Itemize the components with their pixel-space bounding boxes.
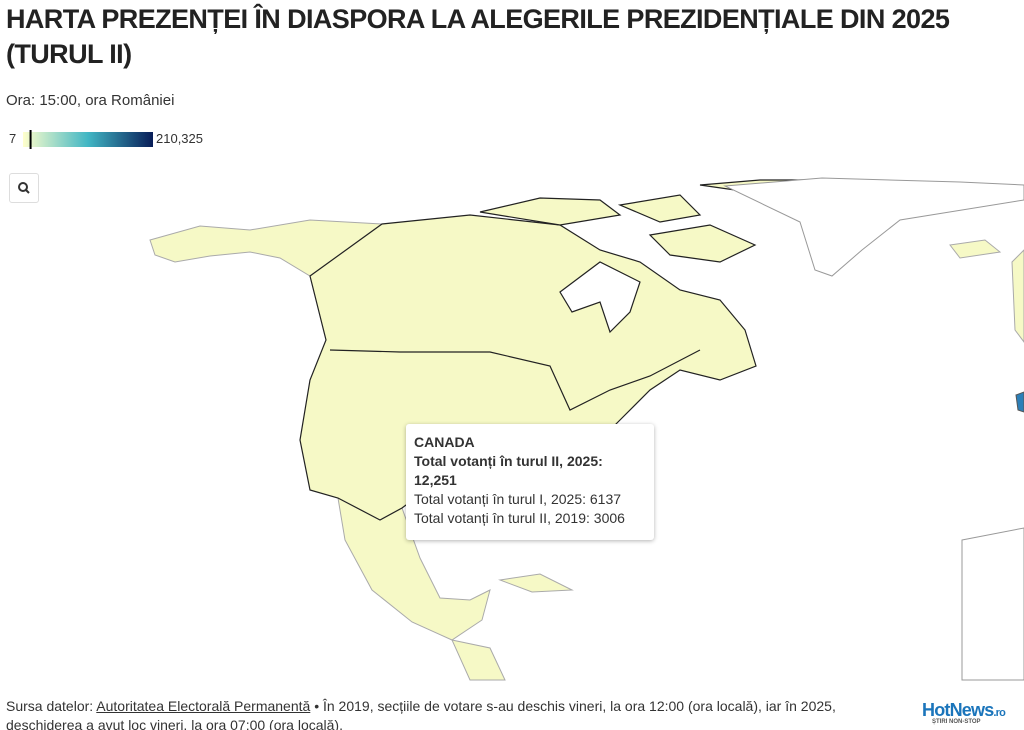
tooltip-line: Total votanți în turul II, 2019: 3006 <box>414 509 646 528</box>
arctic-island <box>648 224 757 263</box>
logo-name: HotNews <box>922 700 994 720</box>
greenland <box>723 177 1024 277</box>
arctic-island <box>479 197 622 226</box>
cuba <box>498 573 574 593</box>
logo[interactable]: HotNews.ro ȘTIRI NON-STOP <box>922 700 1006 725</box>
title: HARTA PREZENȚEI ÎN DIASPORA LA ALEGERILE… <box>6 4 950 69</box>
tooltip-highlight: Total votanți în turul II, 2025: 12,251 <box>414 452 646 490</box>
legend-min: 7 <box>9 131 17 146</box>
label: Total votanți în turul II, 2025: <box>414 453 603 469</box>
footer: Sursa datelor: Autoritatea Electorală Pe… <box>6 697 886 730</box>
tooltip-country: CANADA <box>414 434 475 450</box>
iceland <box>949 239 1002 259</box>
source-label: Sursa datelor: <box>6 698 94 714</box>
legend-bar <box>23 132 153 147</box>
africa <box>961 527 1024 681</box>
subtitle: Ora: 15:00, ora României <box>6 92 175 109</box>
tooltip-line: Total votanți în turul I, 2025: 6137 <box>414 490 646 509</box>
logo-tagline: ȘTIRI NON-STOP <box>932 719 981 725</box>
portugal <box>1015 391 1024 413</box>
search-button[interactable] <box>9 173 39 203</box>
legend-max: 210,325 <box>156 131 203 146</box>
search-icon <box>18 182 30 194</box>
central-america <box>451 639 506 681</box>
value: 12,251 <box>414 472 457 488</box>
value: 3006 <box>593 510 625 526</box>
alaska <box>149 219 384 277</box>
value: 6137 <box>589 491 622 507</box>
hudson-bay <box>559 261 641 334</box>
label: Total votanți în turul II, 2019: <box>414 510 590 526</box>
note: • În 2019, secțiile de votare s-au desch… <box>6 698 836 730</box>
arctic-island <box>617 194 702 223</box>
logo-suffix: .ro <box>993 707 1006 719</box>
source-link[interactable]: Autoritatea Electorală Permanentă <box>96 698 311 714</box>
tooltip: CANADA Total votanți în turul II, 2025: 1… <box>406 424 654 540</box>
border <box>329 349 701 411</box>
label: Total votanți în turul I, 2025: <box>414 491 586 507</box>
europe <box>1011 249 1024 343</box>
